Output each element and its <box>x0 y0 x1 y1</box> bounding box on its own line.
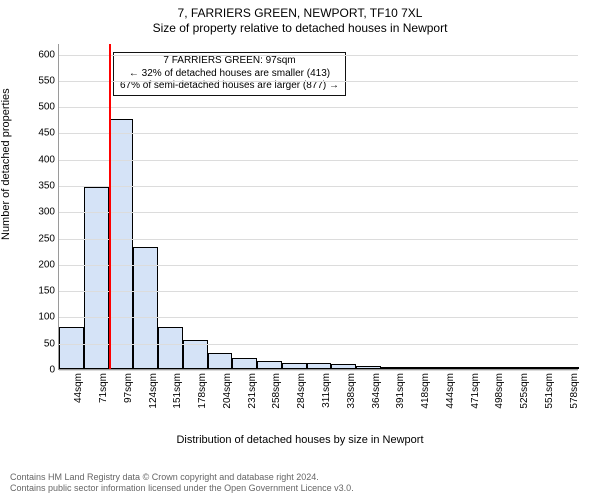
footer-line-2: Contains public sector information licen… <box>10 483 354 494</box>
grid-line <box>59 239 578 240</box>
x-tick-label: 578sqm <box>569 373 580 409</box>
y-tick-label: 100 <box>38 312 59 323</box>
plot-area: 7 FARRIERS GREEN: 97sqm ← 32% of detache… <box>58 44 578 370</box>
x-tick-label: 551sqm <box>544 373 555 409</box>
footer-line-1: Contains HM Land Registry data © Crown c… <box>10 472 354 483</box>
x-tick-label: 444sqm <box>445 373 456 409</box>
x-tick-label: 364sqm <box>371 373 382 409</box>
grid-line <box>59 370 578 371</box>
titles: 7, FARRIERS GREEN, NEWPORT, TF10 7XL Siz… <box>0 0 600 36</box>
bar <box>406 367 431 369</box>
x-tick-label: 498sqm <box>494 373 505 409</box>
y-tick-label: 150 <box>38 286 59 297</box>
y-tick-label: 600 <box>38 49 59 60</box>
grid-line <box>59 81 578 82</box>
grid-line <box>59 55 578 56</box>
x-tick-label: 391sqm <box>395 373 406 409</box>
y-tick-label: 500 <box>38 102 59 113</box>
footer: Contains HM Land Registry data © Crown c… <box>10 472 354 495</box>
bar <box>381 367 406 369</box>
x-tick-label: 525sqm <box>519 373 530 409</box>
bar <box>232 358 257 369</box>
grid-line <box>59 344 578 345</box>
x-axis-label: Distribution of detached houses by size … <box>0 434 600 446</box>
x-tick-label: 178sqm <box>197 373 208 409</box>
y-tick-label: 50 <box>44 338 59 349</box>
title-line-2: Size of property relative to detached ho… <box>0 21 600 36</box>
bar <box>257 361 282 369</box>
annotation-line: 7 FARRIERS GREEN: 97sqm <box>120 55 339 68</box>
y-tick-label: 550 <box>38 75 59 86</box>
x-tick-label: 151sqm <box>172 373 183 409</box>
y-axis-label: Number of detached properties <box>0 88 12 240</box>
y-tick-label: 0 <box>49 365 59 376</box>
bar <box>505 367 530 369</box>
bar <box>480 367 505 369</box>
bar <box>158 327 183 369</box>
x-tick-label: 44sqm <box>73 373 84 403</box>
y-tick-label: 200 <box>38 259 59 270</box>
y-tick-label: 450 <box>38 128 59 139</box>
y-tick-label: 400 <box>38 154 59 165</box>
bar <box>430 367 455 369</box>
grid-line <box>59 160 578 161</box>
x-tick-label: 284sqm <box>296 373 307 409</box>
bar <box>529 367 554 369</box>
bar <box>455 367 480 369</box>
bar <box>307 363 332 369</box>
bar <box>554 367 579 369</box>
marker-line <box>109 44 111 369</box>
x-tick-label: 338sqm <box>346 373 357 409</box>
annotation-line: ← 32% of detached houses are smaller (41… <box>120 68 339 81</box>
grid-line <box>59 107 578 108</box>
grid-line <box>59 291 578 292</box>
bar <box>282 363 307 369</box>
y-tick-label: 250 <box>38 233 59 244</box>
y-tick-label: 350 <box>38 180 59 191</box>
grid-line <box>59 317 578 318</box>
y-tick-label: 300 <box>38 207 59 218</box>
bar <box>59 327 84 369</box>
bar <box>208 353 233 369</box>
annotation-box: 7 FARRIERS GREEN: 97sqm ← 32% of detache… <box>113 52 346 96</box>
bar <box>331 364 356 369</box>
x-tick-label: 258sqm <box>271 373 282 409</box>
grid-line <box>59 186 578 187</box>
x-tick-label: 418sqm <box>420 373 431 409</box>
bar <box>356 366 381 369</box>
annotation-line: 67% of semi-detached houses are larger (… <box>120 80 339 93</box>
x-tick-label: 311sqm <box>321 373 332 408</box>
x-tick-label: 97sqm <box>123 373 134 403</box>
x-tick-label: 471sqm <box>470 373 481 409</box>
page: 7, FARRIERS GREEN, NEWPORT, TF10 7XL Siz… <box>0 0 600 500</box>
grid-line <box>59 265 578 266</box>
bar <box>109 119 134 369</box>
bar <box>84 187 109 369</box>
grid-line <box>59 212 578 213</box>
chart-area: Number of detached properties 7 FARRIERS… <box>0 40 600 440</box>
x-tick-label: 204sqm <box>222 373 233 409</box>
title-line-1: 7, FARRIERS GREEN, NEWPORT, TF10 7XL <box>0 6 600 21</box>
x-tick-label: 124sqm <box>148 373 159 409</box>
x-tick-label: 71sqm <box>98 373 109 403</box>
x-tick-label: 231sqm <box>247 373 258 409</box>
grid-line <box>59 133 578 134</box>
